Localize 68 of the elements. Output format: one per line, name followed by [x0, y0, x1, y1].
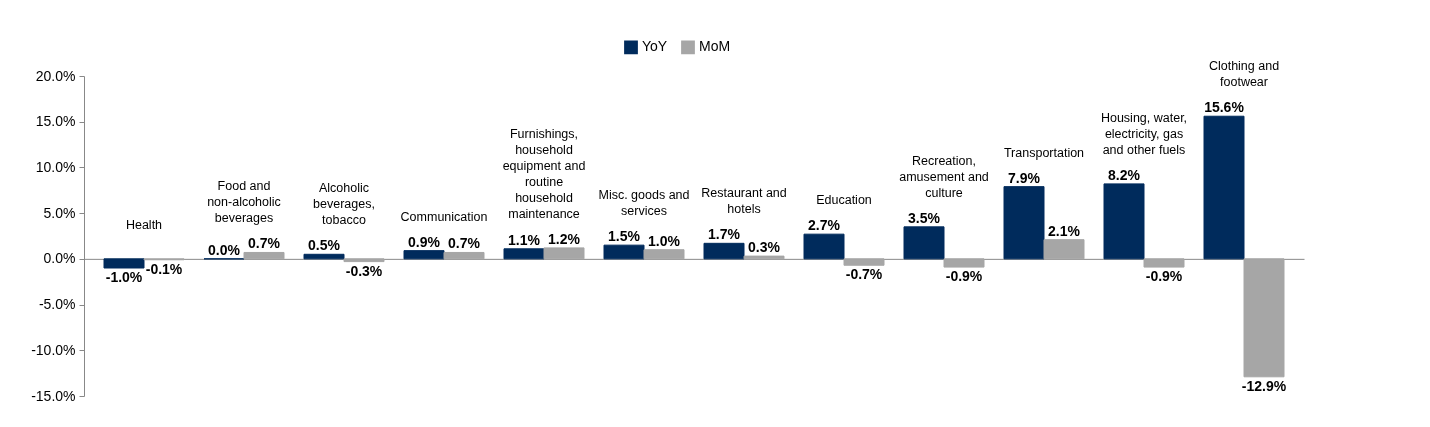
bar: [703, 242, 745, 260]
y-tick-label: 15.0%: [35, 113, 76, 130]
x-tick-label: Transportation: [1003, 145, 1085, 160]
data-label: 0.0%: [208, 241, 241, 258]
data-label: 0.7%: [448, 235, 481, 252]
bar: [403, 250, 445, 260]
y-tick-label: -5.0%: [38, 296, 76, 313]
x-tick-label: Alcoholic beverages, tobacco: [313, 181, 375, 228]
bar: [743, 255, 785, 260]
x-tick-label: Clothing and footwear: [1208, 59, 1280, 90]
data-label: 15.6%: [1204, 99, 1245, 116]
y-tick-label: 5.0%: [43, 204, 76, 221]
bar: [1243, 258, 1285, 378]
bar: [903, 226, 945, 260]
bar: [503, 248, 545, 260]
data-label: -0.1%: [145, 260, 183, 277]
data-label: 0.9%: [408, 233, 441, 250]
y-tick-label: 10.0%: [35, 158, 76, 175]
data-label: -0.7%: [845, 266, 883, 283]
data-label: 2.7%: [808, 217, 841, 234]
y-tick-label: -10.0%: [31, 341, 76, 358]
x-tick-label: Restaurant and hotels: [701, 186, 787, 217]
data-label: -0.9%: [945, 268, 983, 285]
legend-label: YoY: [642, 38, 668, 55]
bar: [1103, 183, 1145, 260]
bar: [543, 247, 585, 260]
bar: [943, 258, 985, 268]
x-tick-label: Communication: [400, 209, 488, 224]
data-label: 2.1%: [1048, 222, 1081, 239]
bar: [603, 244, 645, 260]
data-label: 1.1%: [508, 231, 541, 248]
y-tick-label: -15.0%: [31, 387, 76, 404]
bar: [443, 251, 485, 260]
data-label: 8.2%: [1108, 166, 1141, 183]
data-label: -12.9%: [1241, 377, 1287, 394]
x-tick-label: Health: [125, 217, 163, 232]
bar: [303, 253, 345, 260]
data-label: 1.5%: [608, 228, 641, 245]
bar: [643, 249, 685, 260]
data-label: 0.7%: [248, 235, 281, 252]
data-label: 1.0%: [648, 232, 681, 249]
data-label: 1.2%: [548, 230, 581, 247]
bar: [1203, 115, 1245, 260]
bar: [803, 233, 845, 260]
bar: [103, 258, 145, 269]
bar: [1043, 239, 1085, 260]
y-tick-label: 20.0%: [35, 67, 76, 84]
x-tick-label: Education: [816, 193, 872, 208]
y-tick-label: 0.0%: [43, 250, 76, 267]
bar: [343, 258, 385, 263]
data-label: -0.9%: [1145, 268, 1183, 285]
x-tick-label: Furnishings, household equipment and routine household maintenance: [502, 126, 586, 221]
bar: [843, 258, 885, 266]
x-tick-label: Misc. goods and services: [598, 188, 690, 219]
data-label: -1.0%: [105, 269, 143, 285]
bar: [243, 251, 285, 260]
x-tick-label: Recreation, amusement and culture: [899, 153, 989, 200]
data-label: 0.5%: [308, 237, 341, 254]
bar: [1143, 258, 1185, 268]
data-label: 1.7%: [708, 226, 741, 243]
data-label: -0.3%: [345, 262, 383, 279]
x-tick-label: Food and non-alcoholic beverages: [207, 179, 281, 226]
data-label: 7.9%: [1008, 169, 1041, 186]
bar: [1003, 186, 1045, 260]
x-tick-label: Housing, water, electricity, gas and other fuels: [1100, 110, 1188, 157]
data-label: 3.5%: [908, 209, 941, 226]
legend-label: MoM: [699, 38, 731, 55]
data-label: 0.3%: [748, 239, 781, 256]
